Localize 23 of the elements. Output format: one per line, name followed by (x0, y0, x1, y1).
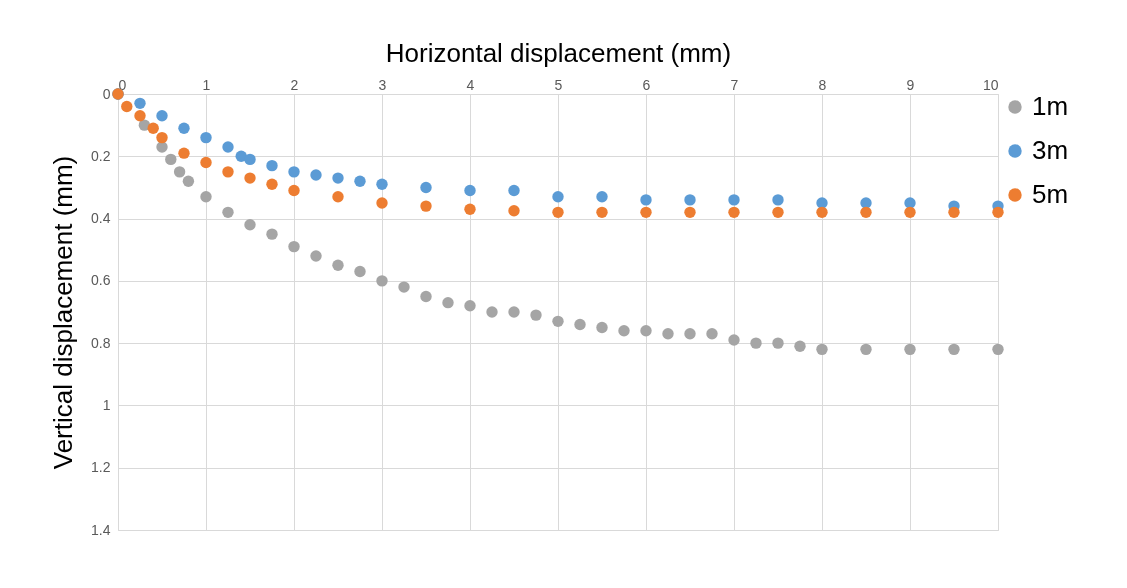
x-tick-label: 7 (730, 76, 739, 93)
x-tick-label: 9 (906, 76, 915, 93)
y-axis-title: Vertical displacement (mm) (48, 155, 79, 470)
legend-label: 1m (1032, 91, 1069, 121)
x-tick-label: 1 (202, 76, 211, 93)
y-tick-label: 1 (102, 396, 111, 413)
legend-label: 3m (1032, 135, 1069, 165)
x-axis-title: Horizontal displacement (mm) (385, 37, 732, 68)
x-tick-label: 3 (378, 76, 387, 93)
x-tick-label: 4 (466, 76, 475, 93)
y-tick-label: 1.2 (91, 459, 111, 476)
y-tick-label: 0.6 (91, 272, 111, 289)
x-tick-label: 6 (642, 76, 651, 93)
x-tick-label: 5 (554, 76, 563, 93)
y-tick-label: 0.4 (91, 210, 111, 227)
y-tick-label: 0.8 (91, 334, 111, 351)
x-tick-label: 0 (118, 76, 127, 93)
x-tick-label: 8 (818, 76, 827, 93)
y-tick-label: 1.4 (91, 521, 111, 538)
legend-label: 5m (1032, 179, 1069, 209)
x-tick-label: 2 (290, 76, 299, 93)
y-tick-label: 0.2 (91, 147, 111, 164)
x-tick-label: 10 (982, 76, 999, 93)
